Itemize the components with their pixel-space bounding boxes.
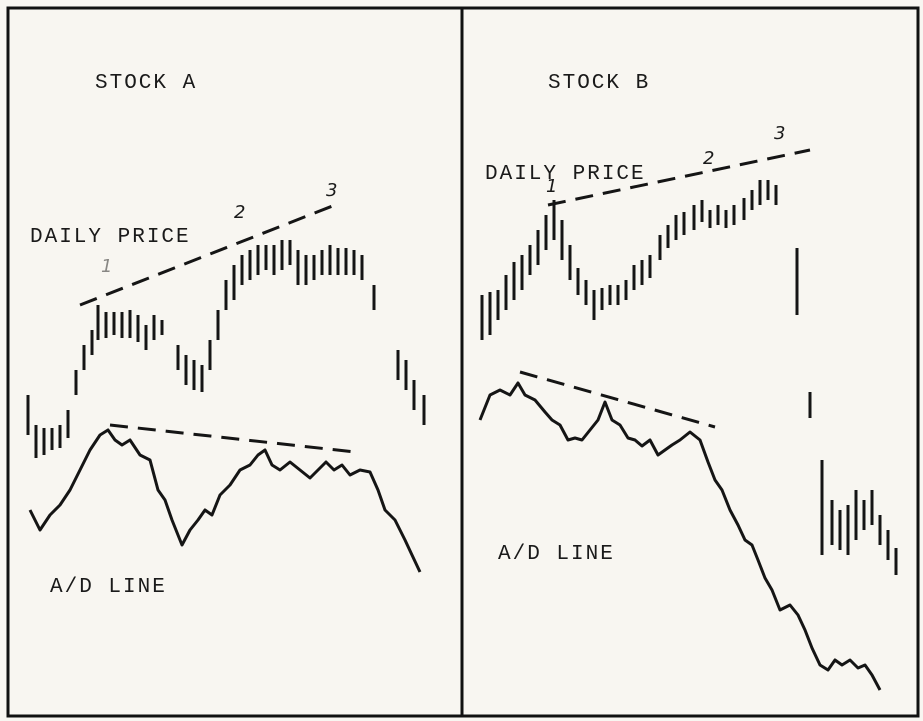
ad-line [478,381,882,691]
ad-trendline [519,370,716,429]
price-trendline [547,148,811,207]
peak-mark: 3 [774,123,785,144]
panel-b: STOCK B DAILY PRICE A/D LINE 1 2 3 [478,72,898,691]
ad-line [28,428,422,573]
peak-mark: 1 [101,256,112,277]
panel-title: STOCK B [548,72,650,95]
ad-trendline [109,423,356,454]
ad-label: A/D LINE [50,576,167,599]
peak-mark: 3 [326,180,337,201]
peak-mark: 1 [546,176,557,197]
price-bars [480,180,898,575]
peak-mark: 2 [234,202,245,223]
panel-title: STOCK A [95,72,197,95]
price-label: DAILY PRICE [485,163,646,186]
ad-label: A/D LINE [498,543,615,566]
peak-mark: 2 [703,148,714,169]
price-trendline [79,203,336,307]
price-bars [26,240,426,458]
price-label: DAILY PRICE [30,226,191,249]
panel-a: STOCK A DAILY PRICE A/D LINE 1 2 3 [26,72,426,599]
